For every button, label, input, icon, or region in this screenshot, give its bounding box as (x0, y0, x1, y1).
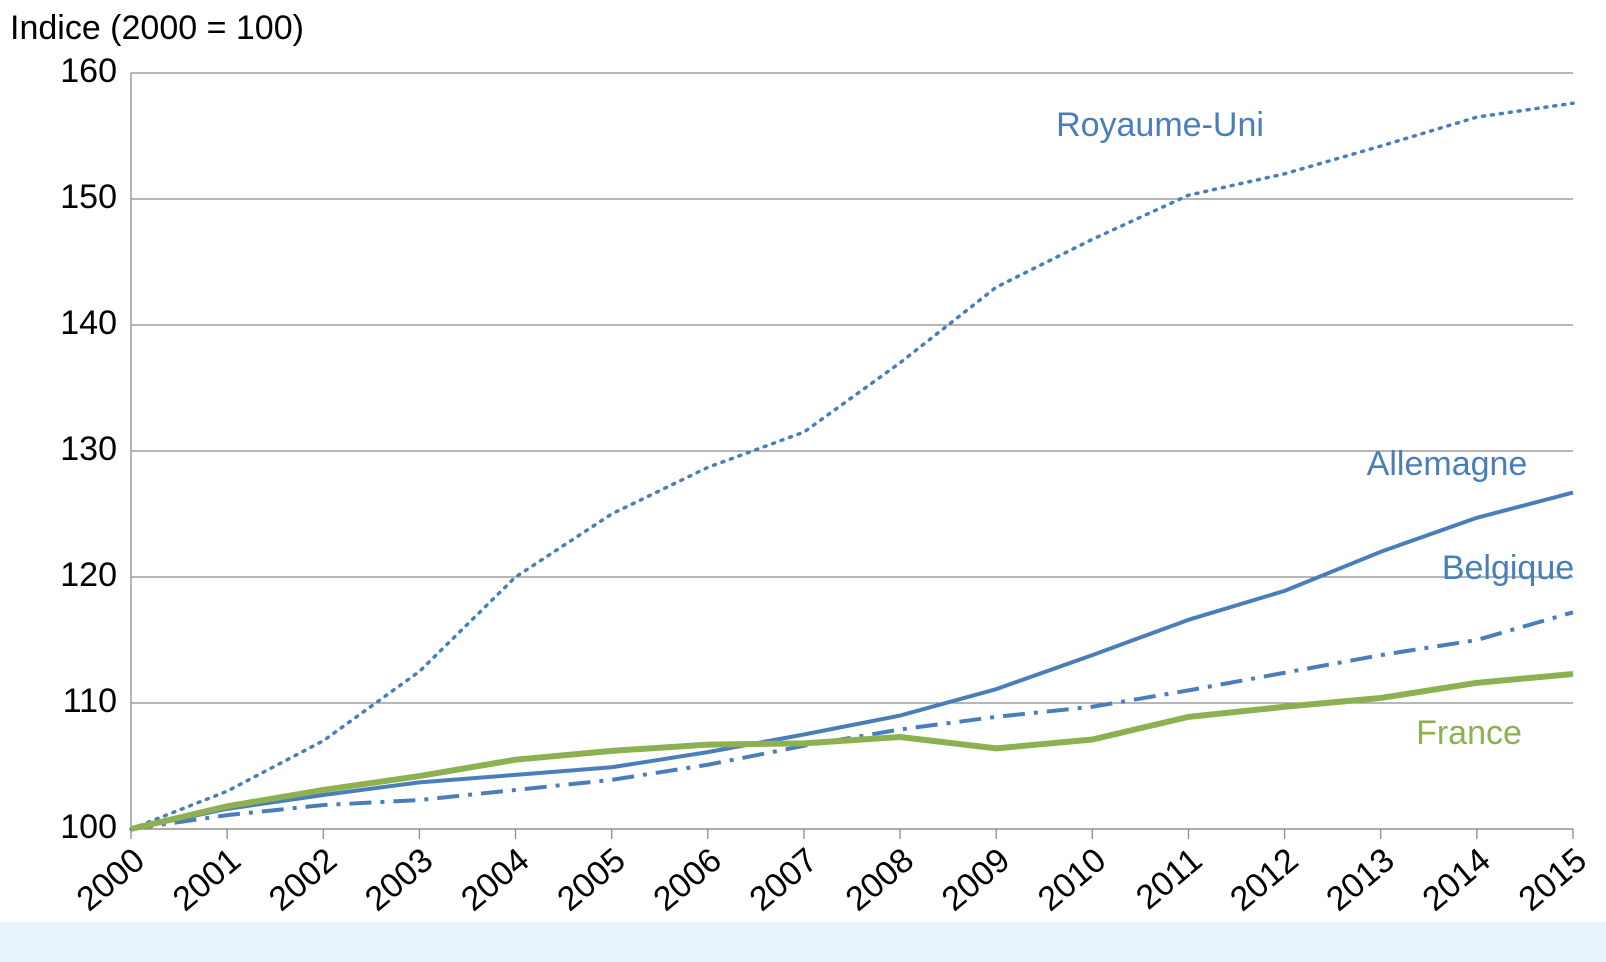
series-line (129, 101, 1575, 831)
series-line (130, 671, 1574, 832)
series-line (130, 610, 1574, 831)
x-tick-label: 2015 (1512, 841, 1594, 919)
x-tick-label: 2011 (1129, 841, 1209, 917)
y-tick-label: 150 (60, 178, 117, 216)
y-axis-label: Indice (2000 = 100) (10, 9, 304, 47)
bottom-band (0, 922, 1606, 962)
x-tick-label: 2010 (1031, 841, 1113, 919)
x-tick-label: 2006 (646, 841, 728, 919)
x-tick-label: 2000 (70, 841, 152, 919)
x-tick-label: 2012 (1223, 841, 1305, 919)
x-tick-label: 2001 (166, 841, 248, 919)
x-tick-label: 2007 (742, 841, 824, 919)
series-label: Royaume-Uni (1056, 106, 1264, 144)
y-tick-label: 130 (60, 430, 117, 468)
x-tick-label: 2014 (1415, 841, 1497, 919)
y-tick-label: 140 (60, 304, 117, 342)
y-tick-label: 160 (60, 52, 117, 90)
x-tick-label: 2005 (550, 841, 632, 919)
series-line (130, 490, 1574, 831)
x-tick-label: 2008 (839, 841, 921, 919)
series-label: Allemagne (1367, 445, 1528, 483)
x-tick-label: 2004 (454, 841, 536, 919)
y-tick-label: 100 (60, 808, 117, 846)
x-tick-label: 2003 (358, 841, 440, 919)
x-tick-label: 2013 (1319, 841, 1401, 919)
y-tick-label: 110 (63, 682, 117, 720)
series-label: Belgique (1442, 549, 1574, 587)
series-label: France (1416, 714, 1522, 752)
x-tick-label: 2009 (935, 841, 1017, 919)
x-tick-label: 2002 (262, 841, 344, 919)
y-tick-label: 120 (60, 556, 117, 594)
